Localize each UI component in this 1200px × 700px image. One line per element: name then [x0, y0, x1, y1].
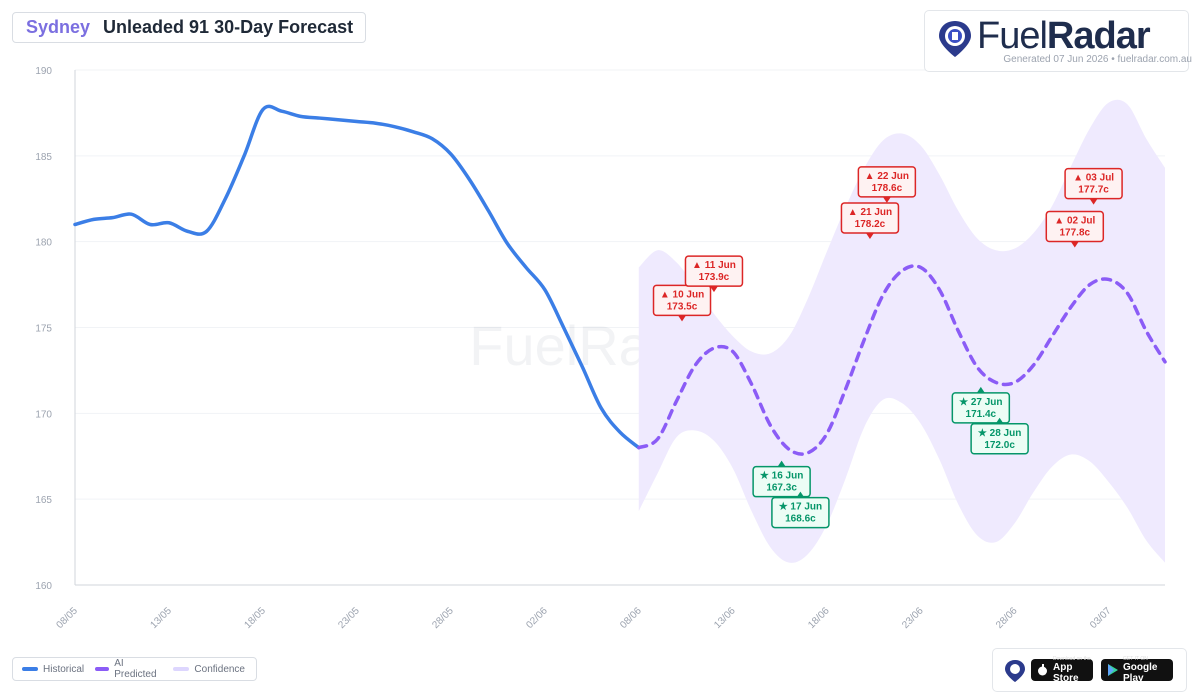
legend-label-confidence: Confidence	[194, 663, 245, 675]
y-tick-label: 165	[35, 495, 52, 506]
x-tick-label: 08/06	[618, 605, 644, 631]
callout-date: ★ 27 Jun	[959, 397, 1002, 408]
callout-pointer-high	[1089, 198, 1098, 205]
legend: Historical AI Predicted Confidence	[12, 657, 257, 681]
x-tick-label: 18/06	[806, 605, 832, 631]
app-store-label: App Store	[1053, 662, 1079, 684]
callout-date: ▲ 21 Jun	[848, 207, 892, 218]
callout-pointer-low	[976, 386, 985, 393]
x-tick-label: 23/05	[336, 605, 362, 631]
x-tick-label: 28/05	[430, 605, 456, 631]
google-play-icon	[1108, 664, 1118, 676]
x-tick-label: 02/06	[524, 605, 550, 631]
y-tick-label: 160	[35, 581, 52, 592]
callout-value: 168.6c	[785, 514, 816, 525]
callout-date: ★ 16 Jun	[760, 471, 803, 482]
chart-title-box: Sydney Unleaded 91 30-Day Forecast	[12, 12, 366, 43]
confidence-band	[638, 99, 1165, 563]
callout-pointer-high	[865, 232, 874, 239]
callout-pointer-high	[709, 286, 718, 293]
callout-value: 172.0c	[984, 440, 1015, 451]
fuel-pin-icon	[939, 21, 971, 57]
apple-icon	[1038, 664, 1047, 676]
y-tick-label: 175	[35, 324, 52, 335]
google-play-small: GET IT ON	[1123, 656, 1148, 662]
chart-title: Unleaded 91 30-Day Forecast	[103, 17, 354, 37]
y-tick-label: 185	[35, 152, 52, 163]
callout-value: 171.4c	[966, 409, 997, 420]
legend-swatch-predicted	[95, 667, 110, 671]
app-logo-icon	[1005, 660, 1025, 682]
callout-date: ★ 28 Jun	[978, 428, 1021, 439]
x-tick-label: 13/06	[712, 605, 738, 631]
callout-date: ★ 17 Jun	[779, 502, 822, 513]
callout-date: ▲ 10 Jun	[660, 289, 704, 300]
store-badges: Download on the App Store GET IT ON Goog…	[992, 648, 1187, 692]
callout-pointer-low	[777, 460, 786, 467]
callout-value: 173.9c	[699, 272, 730, 283]
y-tick-label: 180	[35, 238, 52, 249]
x-tick-label: 08/05	[54, 605, 80, 631]
callout-value: 177.7c	[1078, 185, 1109, 196]
y-tick-label: 190	[35, 66, 52, 77]
callout-pointer-low	[995, 417, 1004, 424]
brand-fuel: Fuel	[977, 15, 1048, 57]
callout-value: 173.5c	[667, 301, 698, 312]
callout-date: ▲ 02 Jul	[1054, 216, 1095, 227]
x-tick-label: 03/07	[1088, 605, 1114, 631]
brand-wordmark: FuelRadar	[977, 15, 1151, 58]
predicted-line	[637, 264, 1167, 456]
generated-note: Generated 07 Jun 2026 • fuelradar.com.au	[1003, 54, 1192, 65]
x-tick-label: 23/06	[900, 605, 926, 631]
callout-value: 178.2c	[855, 219, 886, 230]
brand-logo-box: FuelRadar	[924, 10, 1189, 72]
legend-swatch-confidence	[173, 667, 190, 671]
callout-pointer-low	[796, 491, 805, 498]
callout-date: ▲ 22 Jun	[865, 171, 909, 182]
historical-line	[73, 104, 641, 450]
callout-pointer-high	[1070, 241, 1079, 248]
callout-value: 178.6c	[872, 183, 903, 194]
callout-value: 177.8c	[1059, 228, 1090, 239]
callout-pointer-high	[882, 196, 891, 203]
legend-item-confidence: Confidence	[173, 664, 245, 675]
x-tick-label: 18/05	[242, 605, 268, 631]
y-tick-label: 170	[35, 409, 52, 420]
google-play-button[interactable]: GET IT ON Google Play	[1101, 656, 1173, 684]
brand-radar: Radar	[1046, 15, 1151, 57]
x-tick-label: 28/06	[994, 605, 1020, 631]
app-store-small: Download on the	[1053, 656, 1091, 662]
callout-date: ▲ 03 Jul	[1073, 173, 1114, 184]
legend-label-historical: Historical	[43, 663, 85, 675]
callout-date: ▲ 11 Jun	[692, 260, 736, 271]
app-store-button[interactable]: Download on the App Store	[1031, 656, 1093, 684]
legend-swatch-historical	[22, 667, 38, 671]
legend-item-predicted: AI Predicted	[95, 658, 162, 680]
city-label: Sydney	[26, 17, 91, 37]
x-tick-label: 13/05	[148, 605, 174, 631]
legend-label-predicted: AI Predicted	[114, 658, 157, 680]
google-play-label: Google Play	[1123, 662, 1158, 684]
legend-item-historical: Historical	[22, 664, 84, 675]
callout-value: 167.3c	[766, 483, 797, 494]
callout-pointer-high	[678, 315, 687, 322]
